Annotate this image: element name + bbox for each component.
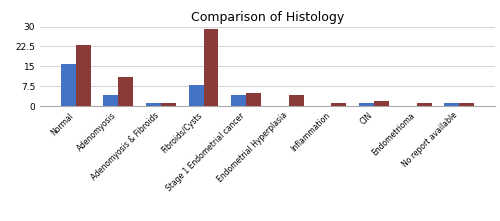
Bar xyxy=(246,93,261,106)
Title: Comparison of Histology: Comparison of Histology xyxy=(191,11,344,24)
Bar xyxy=(232,95,246,106)
Bar xyxy=(332,103,346,106)
Bar xyxy=(60,64,76,106)
Bar xyxy=(146,103,161,106)
Bar xyxy=(118,77,133,106)
Bar xyxy=(289,95,304,106)
Bar xyxy=(374,101,389,106)
Bar xyxy=(76,45,90,106)
Bar xyxy=(359,103,374,106)
Bar xyxy=(417,103,432,106)
Bar xyxy=(444,103,460,106)
Bar xyxy=(104,95,118,106)
Bar xyxy=(204,29,218,106)
Bar xyxy=(460,103,474,106)
Bar xyxy=(161,103,176,106)
Bar xyxy=(188,85,204,106)
